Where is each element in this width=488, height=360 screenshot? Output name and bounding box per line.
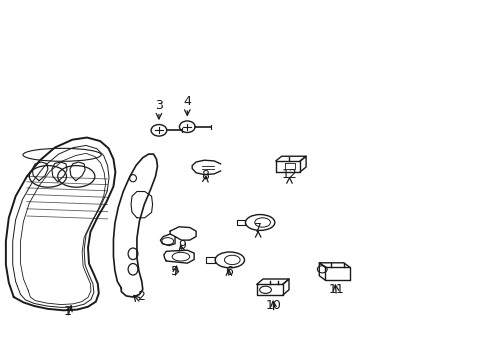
Text: 4: 4 <box>183 95 191 108</box>
Text: 11: 11 <box>328 283 344 296</box>
Text: 5: 5 <box>171 265 179 278</box>
Text: 7: 7 <box>254 222 262 235</box>
Text: 3: 3 <box>155 99 163 112</box>
Text: 2: 2 <box>137 290 144 303</box>
Text: 8: 8 <box>201 169 209 182</box>
Text: 10: 10 <box>265 300 281 312</box>
Text: 9: 9 <box>178 239 185 252</box>
Text: 6: 6 <box>224 265 232 278</box>
Text: 1: 1 <box>63 305 71 318</box>
Text: 12: 12 <box>281 168 297 181</box>
